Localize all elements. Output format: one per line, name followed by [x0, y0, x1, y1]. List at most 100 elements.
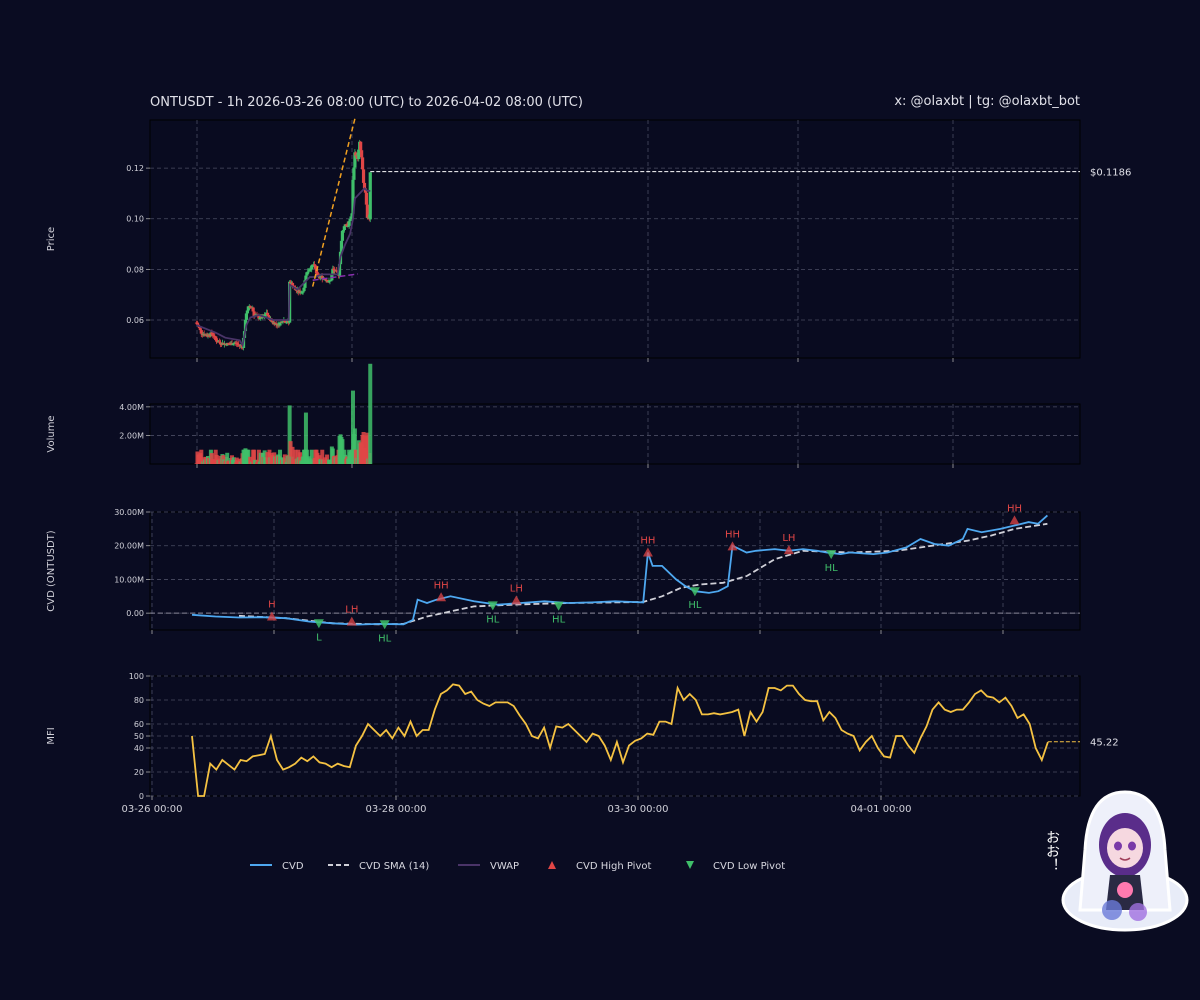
candle-body	[327, 281, 331, 283]
candle-body	[251, 307, 255, 312]
cvd-low-pivot-marker	[487, 601, 498, 611]
cvd-high-pivot-marker	[346, 616, 357, 626]
candle-body	[300, 292, 304, 294]
cvd-axis-label: CVD (ONTUSDT)	[46, 530, 57, 612]
candle-body	[210, 332, 214, 335]
legend-label: VWAP	[490, 861, 519, 872]
candle-body	[281, 321, 285, 323]
cvd-high-pivot-label: H	[268, 600, 276, 611]
mfi-axis-label: MFI	[46, 727, 57, 744]
tick-label-y: 0.10	[126, 215, 144, 224]
candle-body	[278, 322, 282, 326]
candle-body	[296, 289, 300, 293]
candle-body	[302, 287, 306, 292]
candle-body	[335, 270, 339, 272]
candle-body	[298, 291, 302, 294]
legend-label: CVD SMA (14)	[359, 861, 429, 872]
cvd-low-pivot-label: HL	[378, 633, 392, 644]
candle-body	[303, 280, 307, 288]
tick-label-y: 60	[134, 720, 144, 729]
cvd-high-pivot-marker	[642, 547, 653, 557]
volume-bar	[278, 449, 283, 464]
candle-body	[204, 334, 208, 336]
volume-bar	[199, 449, 204, 464]
candle-body	[349, 216, 353, 219]
candle-body	[351, 179, 355, 214]
candle-body	[364, 192, 369, 205]
cvd-high-pivot-marker	[266, 611, 277, 621]
candle-body	[274, 323, 278, 325]
cvd-low-pivot-marker	[553, 601, 564, 611]
candle-body	[362, 182, 367, 189]
candle-body	[213, 335, 217, 337]
candle-body	[246, 306, 250, 311]
candle-body	[350, 213, 354, 217]
candle-body	[232, 343, 236, 345]
cvd-low-pivot-label: HL	[825, 563, 839, 574]
legend-label: CVD Low Pivot	[713, 861, 785, 872]
candle-body	[285, 322, 289, 324]
candle-body	[320, 275, 324, 279]
candle-body	[365, 204, 369, 218]
volume-bar	[350, 390, 355, 464]
volume-panel: 2.00M 4.00M Volume	[46, 363, 1081, 468]
cvd-low-pivot-marker	[379, 620, 390, 630]
volume-bar	[325, 454, 330, 464]
candle-body	[238, 344, 242, 346]
cvd-high-pivot-marker	[783, 545, 794, 555]
candle-body	[307, 270, 311, 272]
volume-bar	[293, 449, 298, 464]
panel-frame	[149, 119, 1081, 359]
candle-body	[257, 316, 261, 319]
legend-swatch-low-pivot	[686, 861, 694, 869]
candle-body	[353, 152, 357, 168]
candle-body	[290, 282, 295, 286]
candle-body	[357, 149, 361, 160]
trendline-upper	[311, 118, 356, 287]
candle-body	[218, 342, 223, 344]
mfi-last-label: 45.22	[1090, 738, 1119, 749]
tick-label-y: 2.00M	[119, 431, 144, 440]
cvd-high-pivot-label: LH	[782, 533, 795, 544]
cvd-high-pivot-label: LH	[510, 583, 523, 594]
price-axis-label: Price	[46, 227, 57, 251]
candle-body	[347, 221, 351, 226]
last-price-label: $0.1186	[1090, 168, 1131, 179]
candle-body	[332, 268, 336, 270]
cvd-high-pivot-label: HH	[640, 535, 655, 546]
candle-body	[340, 230, 345, 241]
credit-text: x: @olaxbt | tg: @olaxbt_bot	[894, 94, 1080, 109]
candle-body	[346, 225, 350, 227]
sticker-caption: おお！	[1044, 830, 1060, 872]
candle-body	[360, 157, 365, 170]
volume-bar	[287, 405, 292, 464]
candle-body	[348, 218, 352, 222]
candle-body	[361, 169, 366, 183]
candle-body	[352, 167, 356, 180]
cvd-high-pivot-label: HH	[1007, 503, 1022, 514]
volume-bar	[298, 452, 303, 464]
cvd-low-pivot-label: L	[316, 632, 322, 643]
candle-body	[252, 311, 256, 317]
x-tick-label: 03-26 00:00	[121, 804, 182, 815]
volume-bar	[365, 432, 370, 464]
candle-body	[235, 342, 239, 344]
cvd-low-pivot-label: HL	[552, 615, 566, 626]
candle-body	[339, 240, 344, 252]
tick-label-y: 0.00	[126, 609, 144, 618]
candle-body	[226, 343, 230, 345]
cvd-line	[191, 514, 1048, 626]
price-panel: 0.06 0.08 0.10 0.12 Price $0.1186	[46, 118, 1131, 362]
candle-body	[337, 264, 342, 276]
candle-body	[363, 188, 368, 193]
candle-body	[264, 313, 268, 315]
candle-body	[270, 320, 274, 323]
tick-label-y: 100	[129, 672, 144, 681]
tick-label-y: 10.00M	[114, 575, 144, 584]
candle-body	[359, 141, 363, 151]
candle-body	[311, 264, 315, 266]
volume-bar	[225, 452, 230, 464]
panel-frame	[149, 511, 1081, 631]
candle-body	[306, 271, 310, 273]
